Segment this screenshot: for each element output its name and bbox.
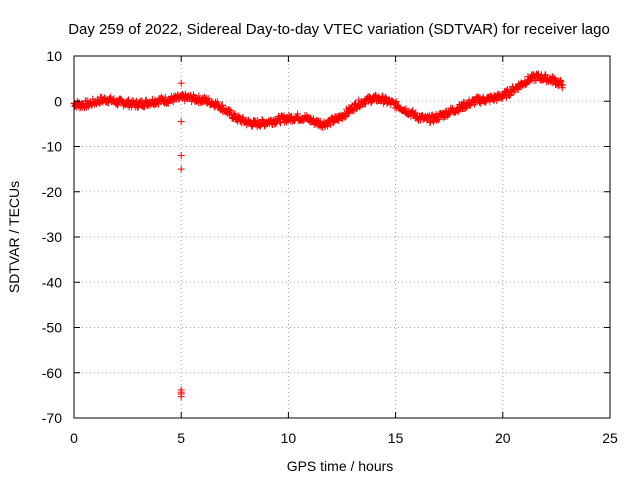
axis-ticks: 0 5 10 15 20 25 10 0 -10 -20 -30 -40 -50 -60 -70	[42, 48, 618, 446]
data-point	[114, 100, 122, 108]
data-point	[392, 98, 400, 106]
data-point	[556, 76, 564, 84]
y-axis-title: SDTVAR / TECUs	[6, 181, 22, 293]
y-tick-label: 10	[46, 48, 62, 64]
data-point	[559, 81, 567, 89]
x-tick-label: 5	[177, 430, 185, 446]
data-point	[482, 98, 490, 106]
y-tick-label: -40	[42, 274, 62, 290]
data-point	[134, 103, 142, 111]
data-point	[230, 111, 238, 119]
x-tick-label: 0	[70, 430, 78, 446]
data-point	[84, 102, 92, 110]
data-point	[177, 79, 185, 87]
grid-lines	[74, 56, 610, 418]
data-point	[375, 93, 383, 101]
data-point	[107, 93, 115, 101]
y-tick-label: -20	[42, 184, 62, 200]
y-tick-label: -30	[42, 229, 62, 245]
chart-title: Day 259 of 2022, Sidereal Day-to-day VTE…	[68, 21, 610, 38]
data-point	[177, 165, 185, 173]
y-tick-label: -50	[42, 320, 62, 336]
data-point	[276, 118, 284, 126]
data-point	[376, 96, 384, 104]
data-point	[213, 98, 221, 106]
data-point	[557, 77, 565, 85]
data-point	[226, 107, 234, 115]
y-tick-label: 0	[54, 93, 62, 109]
data-point	[534, 70, 542, 78]
y-tick-label: -60	[42, 365, 62, 381]
x-tick-label: 15	[388, 430, 404, 446]
y-tick-label: -10	[42, 139, 62, 155]
data-point	[138, 97, 146, 105]
data-point	[324, 122, 332, 130]
x-tick-label: 10	[281, 430, 297, 446]
y-tick-label: -70	[42, 410, 62, 426]
data-point	[542, 71, 550, 79]
data-point	[177, 152, 185, 160]
data-point	[344, 109, 352, 117]
data-point	[329, 119, 337, 127]
x-tick-label: 25	[602, 430, 618, 446]
data-point	[177, 118, 185, 126]
data-point	[110, 95, 118, 103]
data-point	[177, 393, 185, 401]
data-point	[471, 100, 479, 108]
data-point	[368, 98, 376, 106]
data-point	[276, 119, 284, 127]
x-tick-label: 20	[495, 430, 511, 446]
data-point	[161, 93, 169, 101]
data-point	[435, 115, 443, 123]
data-points	[70, 70, 567, 401]
data-point	[113, 101, 121, 109]
x-axis-title: GPS time / hours	[287, 458, 394, 474]
data-point	[412, 109, 420, 117]
data-point	[310, 115, 318, 123]
data-point	[218, 101, 226, 109]
data-point	[294, 110, 302, 118]
